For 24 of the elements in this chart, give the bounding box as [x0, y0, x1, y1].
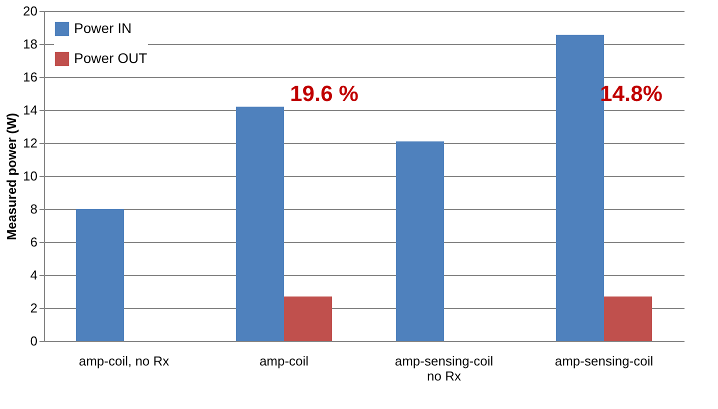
legend-label: Power IN	[74, 20, 132, 36]
y-tick-label: 20	[23, 4, 38, 18]
bar	[604, 296, 652, 341]
bar	[76, 209, 124, 341]
legend-label: Power OUT	[74, 50, 148, 66]
bar	[396, 141, 444, 341]
y-tick-label: 2	[30, 300, 38, 316]
y-tick-label: 10	[23, 168, 38, 184]
y-tick-label: 4	[30, 268, 38, 282]
x-tick-label: amp-coil, no Rx	[78, 354, 170, 368]
y-tick-label: 6	[30, 234, 38, 250]
y-tick-label: 14	[23, 102, 38, 118]
y-axis-title: Measured power (W)	[4, 112, 20, 240]
bar	[236, 106, 284, 341]
x-tick-label: amp-sensing-coil	[554, 354, 654, 368]
y-tick-label: 16	[23, 70, 38, 84]
bar	[284, 296, 332, 341]
y-tick-label: 12	[23, 136, 38, 150]
x-tick-label: amp-sensing-coil no Rx	[394, 354, 494, 384]
annotation: 19.6 %	[290, 81, 358, 106]
y-tick-label: 8	[30, 202, 38, 216]
x-tick-label: amp-coil	[259, 354, 309, 368]
y-tick-label: 0	[30, 334, 38, 348]
y-tick-label: 18	[23, 36, 38, 52]
